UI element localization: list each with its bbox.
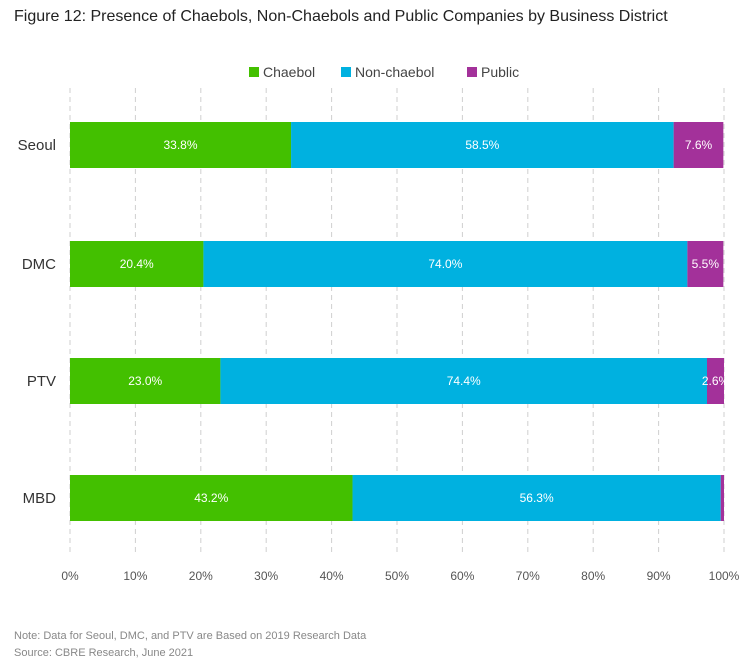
legend-swatch-non-chaebol <box>341 67 351 77</box>
note-text: Note: Data for Seoul, DMC, and PTV are B… <box>14 630 367 642</box>
legend-item-public: Public <box>467 64 519 80</box>
data-label: 7.6% <box>685 138 713 152</box>
bar-segment <box>220 358 707 404</box>
x-tick-label: 40% <box>320 569 344 583</box>
legend-label-chaebol: Chaebol <box>263 64 316 80</box>
x-tick-label: 70% <box>516 569 540 583</box>
chart-notes: Note: Data for Seoul, DMC, and PTV are B… <box>14 628 366 662</box>
bar-segment <box>70 122 292 168</box>
x-tick-label: 80% <box>581 569 605 583</box>
bar-segment <box>706 358 724 404</box>
x-tick-label: 90% <box>647 569 671 583</box>
data-label: 20.4% <box>120 257 154 271</box>
x-tick-label: 50% <box>385 569 409 583</box>
data-label: 23.0% <box>128 374 162 388</box>
category-label: Seoul <box>18 137 56 154</box>
x-tick-label: 0% <box>61 569 79 583</box>
bar-segment <box>352 475 721 521</box>
legend-item-non-chaebol: Non-chaebol <box>341 64 434 80</box>
bar-segment <box>70 475 353 521</box>
x-tick-label: 10% <box>123 569 147 583</box>
category-label: DMC <box>22 256 56 273</box>
data-label: 74.4% <box>447 374 481 388</box>
legend-swatch-chaebol <box>249 67 259 77</box>
stacked-bar-chart: 0% 10% 20% 30% 40% 50% 60% 70% 80% 90% 100% Seoul 33… <box>18 88 740 583</box>
data-label: 5.5% <box>692 257 720 271</box>
data-label: 2.6% <box>702 374 730 388</box>
x-tick-label: 60% <box>450 569 474 583</box>
data-label: 58.5% <box>465 138 499 152</box>
category-label: MBD <box>23 490 57 507</box>
data-label: 43.2% <box>194 491 228 505</box>
chart-legend: Chaebol Non-chaebol Public <box>0 64 753 84</box>
bar-segment <box>720 475 724 521</box>
bar-segment <box>70 241 204 287</box>
bar-segment <box>291 122 674 168</box>
data-label: 56.3% <box>520 491 554 505</box>
data-label: 74.0% <box>428 257 462 271</box>
bar-segment <box>673 122 724 168</box>
bar-segment <box>70 358 221 404</box>
chart-title: Figure 12: Presence of Chaebols, Non-Cha… <box>14 8 668 25</box>
data-label: 33.8% <box>164 138 198 152</box>
legend-swatch-public <box>467 67 477 77</box>
x-tick-label: 20% <box>189 569 213 583</box>
bar-segment <box>687 241 724 287</box>
bar-segment <box>203 241 688 287</box>
legend-label-non-chaebol: Non-chaebol <box>355 64 435 80</box>
legend-label-public: Public <box>481 64 520 80</box>
source-text: Source: CBRE Research, June 2021 <box>14 647 194 659</box>
legend-item-chaebol: Chaebol <box>249 64 315 80</box>
x-tick-label: 30% <box>254 569 278 583</box>
x-tick-label: 100% <box>709 569 740 583</box>
category-label: PTV <box>27 373 56 390</box>
